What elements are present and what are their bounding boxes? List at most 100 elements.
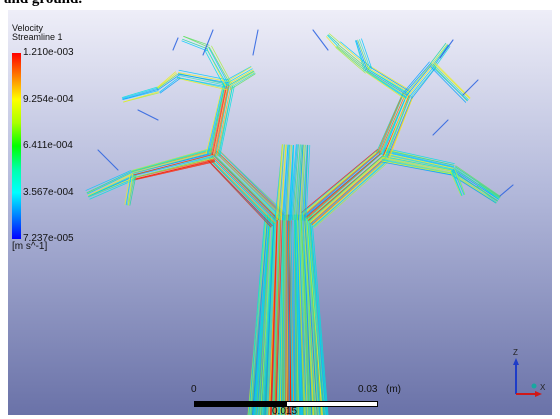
trunk-streamline — [300, 214, 312, 415]
branch-streamline — [159, 76, 180, 93]
branch-streamline — [277, 144, 284, 221]
branch-streamline — [304, 151, 381, 217]
branch-streamline — [213, 154, 280, 220]
trunk-streamline — [274, 214, 282, 415]
scale-bar-white — [286, 401, 378, 407]
branch-streamline — [303, 144, 308, 221]
branch-streamline — [314, 161, 390, 228]
branch-streamline — [87, 172, 133, 195]
branch-streamline — [206, 48, 228, 86]
branch-streamline — [225, 66, 252, 83]
trunk-streamline — [298, 214, 307, 415]
scale-label-end: 0.03 — [358, 384, 378, 395]
branch-streamline — [313, 159, 388, 228]
branch-streamline — [365, 72, 406, 100]
legend-tick-max: 1.210e-003 — [23, 47, 74, 58]
branch-streamline — [369, 66, 411, 93]
branch-streamline — [133, 156, 214, 179]
twig-streamline — [312, 29, 329, 51]
trunk-streamline — [280, 214, 285, 415]
branch-streamline — [355, 40, 367, 72]
trunk-streamline — [285, 214, 287, 415]
branch-streamline — [208, 47, 230, 86]
branch-streamline — [89, 179, 136, 200]
branch-streamline — [454, 166, 501, 198]
scale-bar-black — [194, 401, 286, 407]
branch-streamline — [132, 154, 214, 176]
branch-streamline — [176, 77, 228, 91]
scale-label-unit: (m) — [386, 384, 401, 395]
legend-tick-3: 6.411e-004 — [23, 140, 73, 151]
trunk-streamline — [306, 214, 324, 415]
branch-streamline — [359, 39, 371, 70]
trunk-streamline — [294, 214, 303, 415]
branch-streamline — [131, 149, 213, 173]
trunk-streamline — [286, 214, 290, 415]
legend-tick-2: 9.254e-004 — [23, 94, 74, 105]
branch-streamline — [325, 36, 337, 48]
branch-streamline — [209, 157, 276, 224]
branch-streamline — [455, 165, 501, 197]
branch-streamline — [209, 84, 226, 155]
tree-streamlines — [85, 29, 514, 415]
trunk-streamline — [306, 214, 324, 415]
trunk-streamline — [272, 214, 280, 415]
branch-streamline — [217, 149, 286, 214]
trunk-streamline — [292, 214, 297, 415]
branch-streamline — [430, 66, 467, 103]
cfd-viewport[interactable]: Velocity Streamline 1 1.210e-003 9.254e-… — [8, 10, 552, 415]
branch-streamline — [157, 75, 179, 91]
branch-streamline — [454, 168, 466, 195]
branch-streamline — [361, 38, 373, 70]
branch-streamline — [132, 151, 213, 174]
branch-streamline — [303, 150, 381, 216]
branch-streamline — [206, 83, 225, 155]
branch-streamline — [478, 183, 501, 199]
branch-streamline — [216, 150, 283, 217]
branch-streamline — [302, 149, 380, 215]
branch-streamline — [408, 64, 434, 96]
branch-streamline — [86, 171, 132, 194]
branch-streamline — [382, 155, 454, 171]
branch-streamline — [183, 35, 210, 46]
branch-streamline — [410, 66, 437, 98]
legend-title-object: Streamline 1 — [12, 32, 63, 42]
branch-streamline — [305, 152, 382, 218]
branch-streamline — [478, 183, 500, 200]
figure-caption-fragment: and ground. — [4, 0, 82, 8]
branch-streamline — [381, 157, 453, 174]
branch-streamline — [227, 69, 254, 85]
branch-streamline — [299, 144, 305, 221]
branch-streamline — [298, 144, 304, 221]
branch-streamline — [218, 85, 234, 157]
branch-streamline — [433, 63, 470, 99]
branch-streamline — [292, 144, 299, 221]
trunk-streamline — [264, 214, 275, 415]
branch-streamline — [311, 157, 387, 225]
branch-streamline — [215, 84, 230, 156]
branch-streamline — [382, 154, 454, 170]
branch-streamline — [228, 71, 255, 88]
branch-streamline — [431, 44, 448, 65]
branch-streamline — [159, 77, 181, 94]
branch-streamline — [278, 144, 285, 221]
branch-streamline — [283, 144, 289, 221]
branch-streamline — [181, 40, 208, 52]
branch-streamline — [219, 85, 235, 157]
branch-streamline — [382, 94, 408, 156]
branch-streamline — [452, 169, 499, 200]
branch-streamlines — [85, 29, 514, 228]
branch-streamline — [449, 173, 497, 204]
branch-streamline — [386, 95, 411, 157]
branch-streamline — [289, 144, 297, 220]
branch-streamline — [207, 159, 272, 228]
branch-streamline — [178, 72, 230, 82]
twig-streamline — [202, 29, 214, 56]
branch-streamline — [207, 159, 273, 227]
trunk-streamline — [273, 214, 281, 415]
branch-streamline — [213, 84, 229, 156]
branch-streamline — [215, 152, 283, 217]
branch-streamline — [305, 145, 311, 221]
branch-streamline — [376, 92, 404, 153]
trunk-streamline — [252, 214, 269, 415]
